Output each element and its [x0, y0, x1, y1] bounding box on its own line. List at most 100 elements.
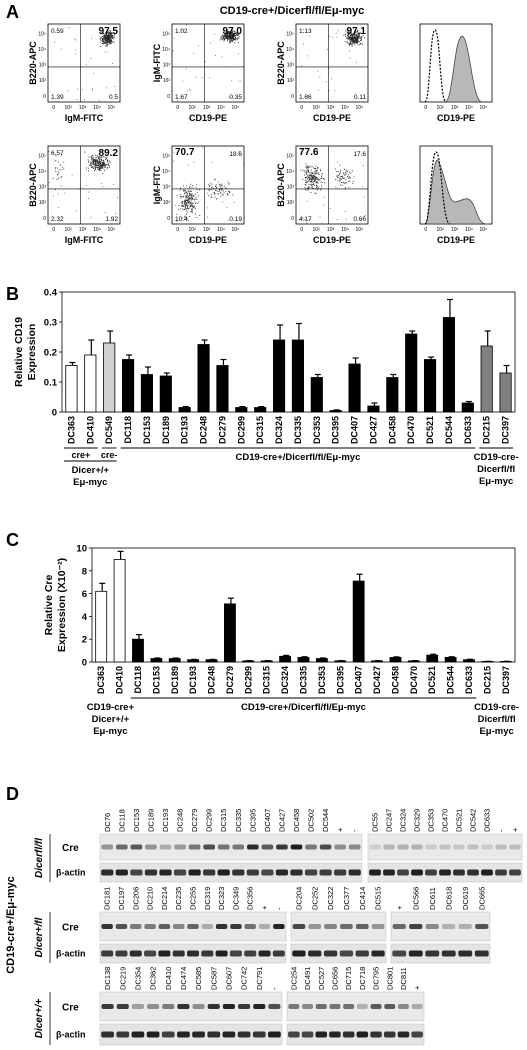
flow-dot	[185, 199, 187, 201]
flow-dot	[227, 33, 229, 35]
flow-dot	[310, 171, 312, 173]
flow-dot	[215, 184, 217, 186]
flow-dot	[308, 170, 310, 172]
flow-dot	[317, 187, 319, 189]
flow-dot	[100, 170, 102, 171]
flow-dot	[348, 37, 349, 39]
flow-dot	[227, 35, 229, 37]
flow-dot	[354, 43, 356, 44]
flow-dot	[95, 157, 97, 159]
flow-dot	[96, 165, 98, 166]
lane-label: DC349	[231, 887, 240, 910]
flow-dot	[103, 169, 105, 171]
actin-band	[453, 869, 465, 876]
flow-dot	[311, 181, 313, 183]
flow-dot	[186, 205, 188, 207]
flow-dot	[100, 164, 102, 166]
flow-dot	[344, 211, 346, 212]
actin-band	[339, 950, 354, 957]
y-axis-label: B220-APC	[28, 163, 38, 207]
flow-dot	[311, 175, 312, 177]
flow-dot	[191, 203, 193, 204]
lane-label: DC633	[483, 809, 492, 832]
flow-dot	[186, 209, 188, 211]
x-tick-label: DC335	[299, 666, 309, 694]
flow-dot	[346, 38, 348, 39]
flow-dot	[93, 156, 94, 158]
bar	[132, 638, 144, 663]
cre-band	[371, 924, 385, 929]
flow-dot	[105, 43, 107, 44]
flow-dot	[110, 35, 112, 37]
flow-dot	[339, 176, 341, 178]
cre-band	[192, 1004, 205, 1009]
x-tick-label: 10⁵	[356, 227, 364, 233]
bar	[461, 402, 474, 413]
lane-label: DC189	[146, 809, 155, 832]
flow-dot	[315, 168, 316, 169]
x-tick-label: DC397	[501, 416, 511, 444]
flow-dot	[357, 41, 359, 43]
flow-dot	[108, 167, 110, 169]
x-axis-label: IgM-FITC	[65, 235, 104, 245]
flow-dot	[103, 162, 105, 164]
actin-band	[129, 950, 142, 957]
flow-dot	[222, 194, 224, 196]
quadrant-value: 0.59	[51, 28, 64, 35]
y-tick-label: 8	[82, 566, 87, 577]
quadrant-value: 1.02	[175, 28, 188, 35]
x-tick-label: DC193	[188, 666, 198, 694]
group-label: Dicerfl/fl	[478, 714, 516, 725]
quadrant-value: 77.6	[299, 147, 319, 158]
x-tick-label: DC363	[66, 416, 76, 444]
cre-band	[467, 844, 479, 850]
flow-dot	[108, 36, 110, 38]
flow-dot	[229, 40, 231, 41]
flow-dot	[230, 30, 232, 32]
flow-dot	[57, 174, 59, 176]
flow-dot	[230, 38, 231, 39]
y-axis-label: Expression	[26, 324, 38, 381]
flow-dot	[353, 39, 355, 41]
lane-label: DC255	[189, 887, 198, 910]
flow-dot	[106, 42, 108, 44]
flow-dot	[307, 178, 309, 180]
flow-dot	[100, 165, 102, 167]
flow-dot	[96, 167, 98, 168]
flow-dot	[86, 167, 87, 169]
flow-dot	[227, 34, 229, 36]
flow-dot	[309, 172, 311, 174]
flow-dot	[315, 181, 317, 183]
flow-dot	[317, 172, 319, 174]
cre-band	[397, 844, 409, 850]
flow-dot	[189, 88, 190, 90]
flow-dot	[229, 36, 230, 38]
actin-band	[258, 950, 271, 957]
flow-dot	[349, 43, 350, 45]
flow-dot	[319, 216, 321, 218]
flow-dot	[310, 177, 311, 179]
bar	[216, 365, 229, 413]
flow-dot	[55, 159, 57, 161]
hist-control	[424, 151, 451, 225]
actin-band	[356, 1031, 369, 1038]
flow-dot	[103, 164, 105, 165]
quadrant-value: 0.5	[109, 94, 118, 101]
x-tick-label: 10⁵	[232, 227, 240, 233]
cre-band	[369, 844, 381, 850]
flow-dot	[117, 197, 119, 198]
flow-dot	[220, 195, 222, 197]
flow-dot	[214, 178, 215, 180]
cre-band	[302, 1004, 314, 1009]
flow-dot	[58, 170, 59, 172]
x-tick-label: 10⁴	[465, 105, 473, 111]
flow-dot	[76, 210, 77, 212]
flow-dot	[113, 35, 115, 37]
flow-dot	[52, 177, 54, 179]
flow-dot	[107, 38, 108, 40]
flow-dot	[329, 36, 330, 37]
flow-dot	[104, 32, 106, 34]
flow-dot	[316, 173, 318, 174]
quadrant-value: 0.66	[353, 216, 366, 223]
flow-dot	[105, 157, 107, 159]
